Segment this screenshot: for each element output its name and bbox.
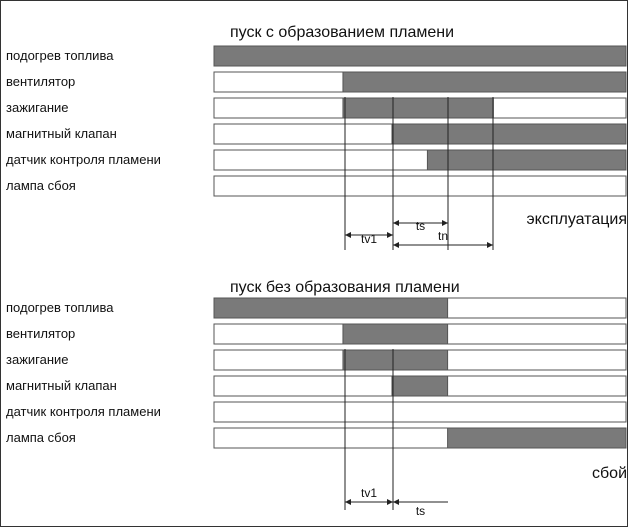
timing-row: подогрев топлива	[6, 45, 627, 67]
interval-label: ts	[416, 219, 425, 233]
interval-label: ts	[416, 504, 425, 518]
signal-label: магнитный клапан	[6, 126, 117, 141]
interval-arrow: ts	[393, 499, 448, 518]
interval-label: tv1	[361, 486, 377, 500]
signal-label: подогрев топлива	[6, 300, 114, 315]
section-status: эксплуатация	[526, 211, 627, 228]
timing-row: магнитный клапан	[6, 375, 627, 397]
signal-label: вентилятор	[6, 74, 75, 89]
signal-label: зажигание	[6, 352, 69, 367]
interval-arrow: ts	[393, 219, 448, 233]
signal-track	[213, 401, 627, 423]
timing-row: датчик контроля пламени	[6, 149, 627, 171]
timing-row: вентилятор	[6, 323, 627, 345]
timing-row: датчик контроля пламени	[6, 401, 627, 423]
timing-row: лампа сбоя	[6, 175, 627, 197]
signal-active-segment	[391, 375, 449, 397]
signal-label: лампа сбоя	[6, 430, 76, 445]
signal-label: датчик контроля пламени	[6, 152, 161, 167]
signal-active-segment	[213, 297, 449, 319]
signal-label: вентилятор	[6, 326, 75, 341]
section-flame-start: пуск с образованием пламени эксплуатация…	[6, 24, 627, 250]
timing-row: лампа сбоя	[6, 427, 627, 449]
signal-active-segment	[342, 323, 449, 345]
interval-label: tv1	[361, 232, 377, 246]
signal-label: зажигание	[6, 100, 69, 115]
signal-active-segment	[213, 45, 627, 67]
section-status: сбой	[592, 465, 627, 482]
interval-label: tn	[438, 229, 448, 243]
timing-row: вентилятор	[6, 71, 627, 93]
interval-arrow: tn	[393, 229, 493, 248]
interval-arrow: tv1	[345, 486, 393, 505]
timing-row: зажигание	[6, 349, 627, 371]
signal-active-segment	[426, 149, 627, 171]
signal-label: магнитный клапан	[6, 378, 117, 393]
signal-active-segment	[447, 427, 627, 449]
signal-active-segment	[342, 349, 449, 371]
timing-row: зажигание	[6, 97, 627, 119]
signal-label: подогрев топлива	[6, 48, 114, 63]
signal-active-segment	[342, 71, 627, 93]
timing-row: подогрев топлива	[6, 297, 627, 319]
timing-row: магнитный клапан	[6, 123, 627, 145]
signal-label: лампа сбоя	[6, 178, 76, 193]
section-no-flame-start: пуск без образования пламени сбой подогр…	[6, 279, 627, 518]
signal-active-segment	[342, 97, 494, 119]
signal-track	[213, 175, 627, 197]
section-title: пуск без образования пламени	[230, 279, 460, 296]
section-title: пуск с образованием пламени	[230, 24, 454, 41]
signal-active-segment	[391, 123, 627, 145]
signal-label: датчик контроля пламени	[6, 404, 161, 419]
interval-arrow: tv1	[345, 232, 393, 246]
